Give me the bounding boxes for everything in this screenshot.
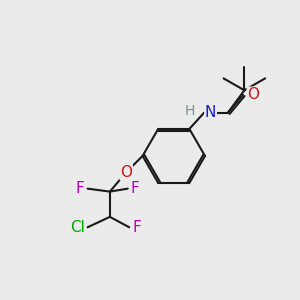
Text: F: F xyxy=(132,220,141,235)
Text: F: F xyxy=(76,181,85,196)
Text: Cl: Cl xyxy=(70,220,85,235)
Text: F: F xyxy=(131,181,140,196)
Text: N: N xyxy=(205,105,216,120)
Text: O: O xyxy=(120,165,132,180)
Text: O: O xyxy=(247,87,259,102)
Text: H: H xyxy=(185,104,195,118)
